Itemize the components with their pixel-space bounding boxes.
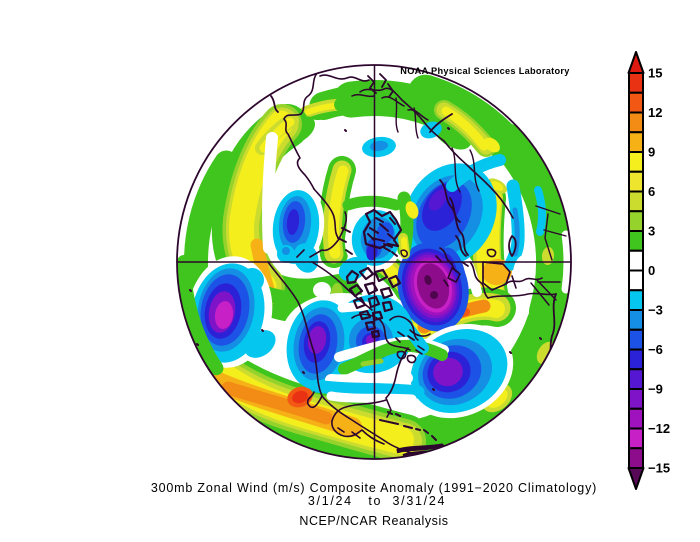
svg-text:−3: −3: [648, 303, 663, 318]
svg-text:NOAA Physical Sciences Laborat: NOAA Physical Sciences Laboratory: [400, 66, 570, 76]
svg-text:6: 6: [648, 184, 655, 199]
svg-text:0: 0: [648, 263, 655, 278]
svg-text:3: 3: [648, 224, 655, 239]
svg-text:12: 12: [648, 105, 662, 120]
svg-text:−6: −6: [648, 342, 663, 357]
svg-text:−9: −9: [648, 382, 663, 397]
svg-text:15: 15: [648, 66, 662, 81]
svg-text:3/1/24 to 3/31/24: 3/1/24 to 3/31/24: [308, 494, 446, 508]
svg-text:9: 9: [648, 145, 655, 160]
svg-text:−15: −15: [648, 461, 670, 476]
svg-text:300mb Zonal Wind (m/s) Composi: 300mb Zonal Wind (m/s) Composite Anomaly…: [151, 481, 597, 495]
svg-text:−12: −12: [648, 421, 670, 436]
svg-text:NCEP/NCAR Reanalysis: NCEP/NCAR Reanalysis: [299, 514, 448, 528]
